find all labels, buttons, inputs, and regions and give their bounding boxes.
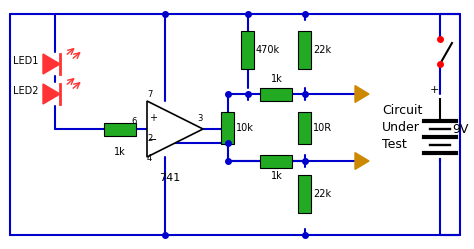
Text: 470k: 470k: [256, 45, 280, 55]
Bar: [104, 123, 136, 135]
Polygon shape: [147, 101, 203, 157]
Text: 6: 6: [132, 117, 137, 126]
Text: −: −: [148, 135, 158, 145]
Bar: [299, 112, 311, 143]
Bar: [299, 31, 311, 69]
Bar: [241, 31, 255, 69]
Text: 1k: 1k: [271, 171, 283, 181]
Text: 22k: 22k: [313, 189, 331, 199]
Text: 1k: 1k: [114, 147, 126, 157]
Text: LED2: LED2: [13, 86, 38, 96]
Text: 4: 4: [147, 154, 152, 163]
Text: 7: 7: [147, 90, 153, 99]
Text: +: +: [149, 113, 157, 123]
Text: 3: 3: [197, 114, 202, 123]
Bar: [221, 112, 235, 143]
Text: +: +: [430, 85, 439, 95]
Polygon shape: [43, 84, 60, 104]
Polygon shape: [355, 86, 369, 102]
Text: Circuit
Under
Test: Circuit Under Test: [382, 104, 422, 151]
Polygon shape: [355, 153, 369, 169]
Text: 22k: 22k: [313, 45, 331, 55]
Text: 10k: 10k: [236, 123, 254, 132]
Text: LED1: LED1: [13, 56, 38, 66]
Polygon shape: [43, 54, 60, 74]
Bar: [299, 175, 311, 213]
Text: 741: 741: [159, 173, 181, 183]
Text: 2: 2: [147, 134, 152, 143]
Text: 1k: 1k: [271, 74, 283, 84]
Bar: [261, 154, 292, 168]
Text: 10R: 10R: [313, 123, 332, 132]
Bar: [261, 87, 292, 101]
Text: 9V: 9V: [452, 123, 468, 135]
